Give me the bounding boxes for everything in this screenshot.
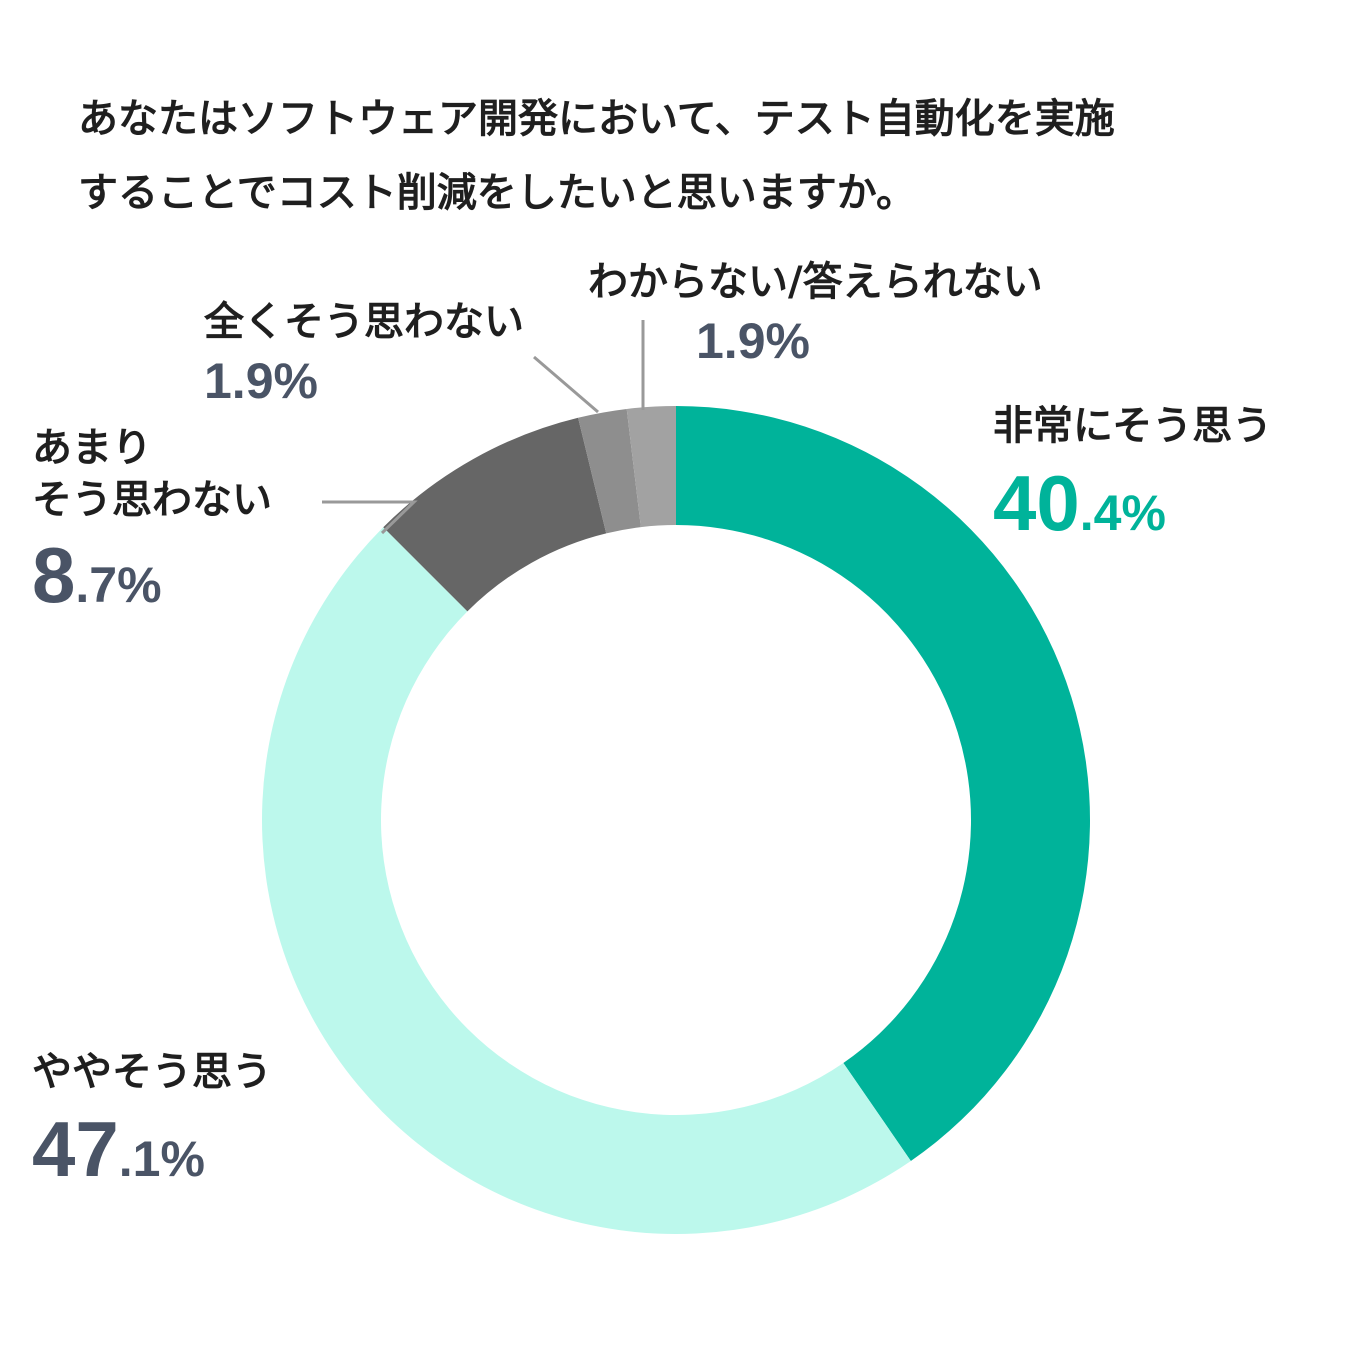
leader-not-much: [322, 500, 418, 535]
slice-dont-know: [626, 406, 676, 528]
label-dont-know-category: わからない/答えられない: [588, 259, 1043, 305]
chart-title-line-1: あなたはソフトウェア開発において、テスト自動化を実施: [78, 96, 1115, 142]
label-not-much-percent: 8.7%: [32, 536, 272, 614]
label-dont-know-value: 1.9%: [696, 313, 810, 369]
chart-title-line-2: することでコスト削減をしたいと思いますか。: [78, 170, 916, 216]
slice-not-much: [383, 417, 607, 612]
label-somewhat-int: 47: [32, 1105, 119, 1193]
label-not-much-line-1: あまり: [32, 425, 152, 471]
label-very-much-int: 40: [993, 459, 1080, 547]
label-very-much-category: 非常にそう思う: [993, 403, 1273, 449]
donut-slices: [261, 406, 1091, 1235]
leader-lines: [322, 320, 645, 535]
chart-title: あなたはソフトウェア開発において、テスト自動化を実施 することでコスト削減をした…: [78, 82, 1308, 230]
label-very-much: 非常にそう思う 40.4%: [993, 400, 1272, 542]
label-not-much: あまり そう思わない 8.7%: [32, 422, 272, 614]
label-somewhat-percent: 47.1%: [32, 1110, 272, 1188]
label-somewhat: ややそう思う 47.1%: [32, 1046, 272, 1188]
label-very-much-percent: 40.4%: [993, 464, 1272, 542]
slice-somewhat: [261, 527, 911, 1235]
label-not-at-all-value: 1.9%: [204, 353, 318, 409]
label-not-much-int: 8: [32, 531, 76, 619]
slice-not-at-all: [578, 408, 641, 534]
label-not-at-all-percent: 1.9%: [204, 356, 524, 406]
label-not-at-all: 全くそう思わない 1.9%: [204, 296, 524, 406]
slice-very-much: [676, 406, 1091, 1161]
label-somewhat-dec: .1%: [118, 1131, 205, 1187]
label-not-much-dec: .7%: [75, 557, 162, 613]
label-not-much-line-2: そう思わない: [32, 477, 272, 523]
label-not-at-all-category: 全くそう思わない: [204, 299, 524, 345]
label-dont-know: わからない/答えられない 1.9%: [588, 256, 1043, 366]
label-very-much-dec: .4%: [1079, 485, 1166, 541]
label-somewhat-category: ややそう思う: [32, 1049, 272, 1095]
label-dont-know-percent: 1.9%: [588, 316, 1043, 366]
leader-not-at-all: [533, 355, 599, 414]
